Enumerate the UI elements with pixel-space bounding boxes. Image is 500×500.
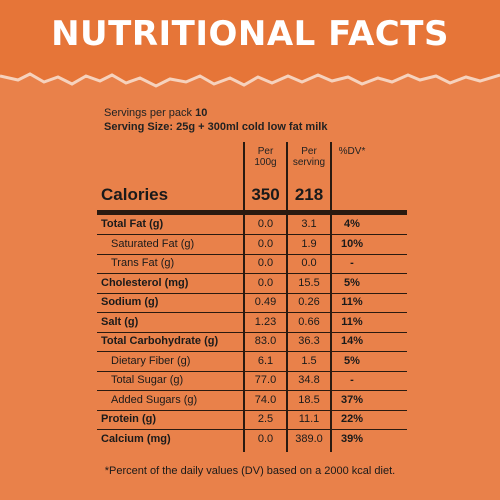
nutrient-per-serving: 18.5	[298, 393, 320, 406]
nutrient-per-serving: 1.5	[301, 354, 317, 367]
nutrient-dv: 11%	[341, 315, 363, 328]
header-band	[0, 0, 500, 90]
nutrient-per-serving: 389.0	[295, 432, 323, 445]
nutrient-per-100g: 0.0	[257, 237, 274, 250]
nutrient-per-100g: 0.0	[257, 257, 274, 269]
nutrient-per-serving: 0.0	[301, 257, 317, 269]
nutrient-per-100g: 2.5	[257, 413, 274, 425]
footnote: *Percent of the daily values (DV) based …	[104, 465, 396, 477]
col-header-per-serving: Per serving	[288, 146, 330, 168]
nutrient-label: Sodium (g)	[101, 296, 159, 308]
col-header-per-serving-line2: serving	[292, 157, 326, 168]
nutrient-per-100g: 74.0	[254, 393, 277, 406]
row-divider	[97, 390, 407, 391]
nutrient-per-serving: 1.9	[301, 237, 317, 250]
column-divider	[330, 142, 332, 452]
nutrition-table: Per 100g Per serving %DV* Calories 350 2…	[97, 142, 407, 452]
nutrient-per-100g: 0.0	[257, 218, 274, 230]
row-divider	[97, 273, 407, 274]
nutrient-per-100g: 83.0	[254, 335, 277, 347]
nutrient-per-serving: 34.8	[298, 374, 320, 386]
nutrient-dv: 5%	[344, 354, 360, 367]
nutrient-per-serving: 15.5	[298, 276, 320, 289]
col-header-per-serving-line1: Per	[301, 146, 317, 157]
nutrient-label: Saturated Fat (g)	[111, 237, 195, 250]
row-divider	[97, 429, 407, 430]
nutrient-dv: 14%	[340, 335, 364, 347]
nutrient-dv: 10%	[340, 237, 364, 250]
nutrient-dv: 5%	[344, 276, 360, 289]
row-divider	[97, 234, 407, 235]
nutrient-label: Total Carbohydrate (g)	[101, 335, 219, 347]
nutrient-label: Added Sugars (g)	[111, 393, 198, 406]
servings-per-pack-value: 10	[195, 107, 208, 119]
row-divider	[97, 253, 407, 255]
nutrient-per-100g: 77.0	[254, 374, 277, 386]
nutrient-label: Trans Fat (g)	[111, 257, 175, 269]
row-divider	[97, 331, 407, 333]
column-divider	[243, 142, 245, 452]
row-divider	[97, 292, 407, 294]
nutrient-label: Protein (g)	[101, 413, 156, 425]
nutrient-dv: -	[350, 374, 354, 386]
servings-info: Servings per pack 10 Serving Size: 25g +…	[104, 106, 327, 134]
column-divider	[286, 142, 288, 452]
nutrient-per-serving: 11.1	[298, 413, 320, 425]
servings-per-pack-label: Servings per pack	[104, 107, 193, 119]
nutrient-label: Total Fat (g)	[101, 218, 164, 230]
servings-per-pack: Servings per pack 10	[104, 106, 327, 120]
nutrient-per-100g: 1.23	[254, 315, 277, 328]
nutrient-per-100g: 0.0	[257, 432, 274, 445]
nutrient-dv: 39%	[340, 432, 364, 445]
row-divider	[97, 351, 407, 352]
col-header-dv: %DV*	[338, 146, 366, 157]
nutrient-dv: 22%	[340, 413, 364, 425]
calories-divider	[97, 210, 407, 215]
page-title: NUTRITIONAL FACTS	[51, 14, 449, 54]
row-divider	[97, 312, 407, 313]
nutrient-label: Dietary Fiber (g)	[111, 354, 191, 367]
nutrient-per-serving: 3.1	[301, 218, 317, 230]
col-header-per-100g: Per 100g	[245, 146, 286, 168]
calories-per-100g: 350	[251, 185, 280, 204]
row-divider	[97, 409, 407, 411]
calories-label: Calories	[101, 185, 169, 204]
nutrient-dv: 11%	[341, 296, 363, 308]
nutrient-per-serving: 36.3	[298, 335, 320, 347]
nutrient-dv: 37%	[340, 393, 364, 406]
nutrient-label: Total Sugar (g)	[111, 374, 184, 386]
nutrient-label: Calcium (mg)	[101, 432, 171, 445]
col-header-per-100g-line2: 100g	[254, 157, 277, 168]
nutrient-label: Salt (g)	[101, 315, 139, 328]
nutrient-per-100g: 0.49	[254, 296, 277, 308]
nutrient-per-100g: 6.1	[257, 354, 274, 367]
serving-size: Serving Size: 25g + 300ml cold low fat m…	[104, 120, 327, 134]
nutrient-per-100g: 0.0	[257, 276, 274, 289]
col-header-per-100g-line1: Per	[257, 146, 274, 157]
nutrient-per-serving: 0.66	[298, 315, 320, 328]
nutrient-per-serving: 0.26	[298, 296, 320, 308]
calories-per-serving: 218	[294, 185, 324, 204]
nutrient-dv: -	[350, 257, 354, 269]
nutrient-dv: 4%	[344, 218, 360, 230]
torn-paper-edge	[0, 72, 500, 96]
row-divider	[97, 370, 407, 372]
serving-size-text: Serving Size: 25g + 300ml cold low fat m…	[104, 121, 328, 133]
nutrient-label: Cholesterol (mg)	[101, 276, 189, 289]
